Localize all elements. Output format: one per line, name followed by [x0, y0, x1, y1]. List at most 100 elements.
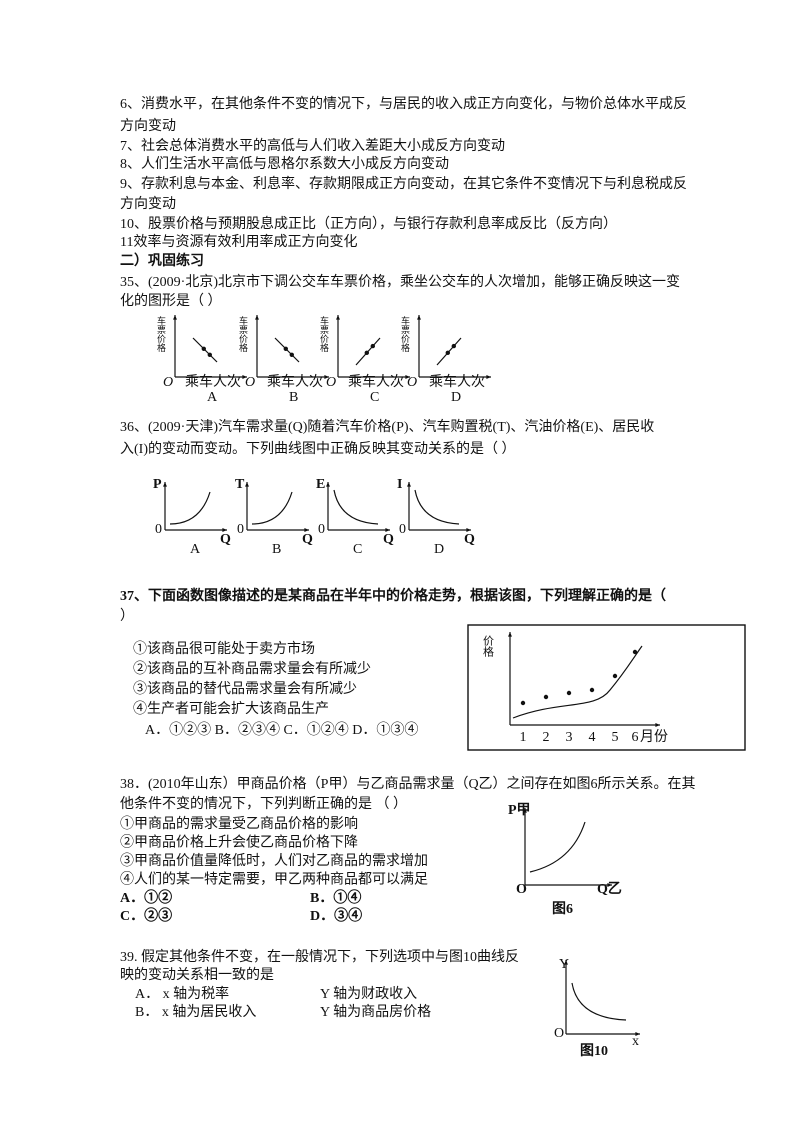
point — [364, 350, 369, 356]
rule-line: 10、股票价格与预期股息成正比（正方向），与银行存款利息率成反比（反方向） — [120, 215, 617, 232]
option: ②该商品的互补商品需求量会有所减少 — [133, 661, 371, 677]
axis-arrow — [486, 375, 491, 379]
axis-origin: 0 — [155, 522, 162, 537]
point — [283, 346, 288, 351]
point — [520, 700, 526, 706]
figure-caption: B — [272, 542, 281, 557]
rule-line: 方向变动 — [120, 196, 176, 212]
point — [207, 352, 212, 357]
axis-label: x — [632, 1034, 639, 1049]
axis-arrow — [242, 375, 247, 379]
axis-label: 乘车人次 — [429, 373, 485, 390]
axis-arrow — [564, 960, 568, 965]
axis-label: 乘车人次 — [267, 373, 323, 390]
axis-label: 价格 — [481, 635, 494, 658]
axis-label: Q — [220, 532, 231, 547]
axis-label: Q — [464, 532, 475, 547]
axis-label: Q — [383, 532, 394, 547]
option: Y 轴为商品房价格 — [320, 1004, 431, 1020]
rule-line: 9、存款利息与本金、利息率、存款期限成正方向变动，在其它条件不变情况下与利息税成… — [120, 175, 687, 192]
rule-line: 11效率与资源有效利用率成正方向变化 — [120, 233, 357, 250]
question-stem: 化的图形是（ ） — [120, 293, 222, 309]
x-tick-label: 2 — [543, 730, 550, 745]
axis-origin: O — [516, 882, 527, 897]
axis-label: 车票价格 — [400, 315, 410, 353]
axis-label: 乘车人次 — [348, 373, 404, 390]
axis-origin: 0 — [399, 522, 406, 537]
figure-caption: 图10 — [580, 1043, 608, 1059]
question-stem: 39. 假定其他条件不变，在一般情况下，下列选项中与图10曲线反 — [120, 948, 519, 965]
figure-caption: A — [190, 542, 201, 557]
axis-label: 车票价格 — [238, 315, 248, 353]
axis-origin: 0 — [237, 522, 244, 537]
axis-arrow — [336, 315, 340, 320]
answer-choice: B．①④ — [310, 889, 361, 906]
point — [445, 350, 450, 356]
point — [289, 352, 294, 357]
option: Y 轴为财政收入 — [320, 986, 417, 1002]
axis-arrow — [163, 482, 167, 487]
axis-arrow — [245, 482, 249, 487]
figure-caption: C — [353, 542, 362, 557]
figure-caption: B — [289, 390, 298, 405]
option: ②甲商品价格上升会使乙商品价格下降 — [120, 834, 358, 851]
answer-choice: A．①② — [120, 889, 172, 906]
axis-label: Y — [559, 957, 569, 972]
answer-choice: D．③④ — [310, 907, 362, 924]
axis-arrow — [255, 315, 259, 320]
point — [543, 694, 549, 700]
axis-label: 月份 — [640, 729, 668, 745]
axis-origin: O — [554, 1026, 564, 1041]
question-stem: 映的变动关系相一致的是 — [120, 967, 274, 983]
axis-arrow — [222, 528, 227, 532]
rule-line: 6、消费水平，在其他条件不变的情况下，与居民的收入成正方向变化，与物价总体水平成… — [120, 95, 687, 112]
point — [632, 649, 638, 655]
axis-origin: O — [326, 375, 336, 390]
rule-line: 8、人们生活水平高低与恩格尔系数大小成反方向变动 — [120, 155, 449, 172]
option: B． x 轴为居民收入 — [135, 1004, 256, 1020]
figure-caption: 图6 — [552, 901, 573, 917]
axis-arrow — [326, 482, 330, 487]
option: ③该商品的替代品需求量会有所减少 — [133, 681, 357, 697]
point — [370, 343, 375, 349]
axis-arrow — [635, 1032, 640, 1036]
x-tick-label: 1 — [520, 730, 527, 745]
point — [451, 343, 456, 349]
question-stem: ） — [120, 608, 134, 624]
axis-label: 车票价格 — [319, 315, 329, 353]
section-title: 二）巩固练习 — [120, 252, 204, 269]
axis-label: 车票价格 — [156, 315, 166, 353]
axis-arrow — [173, 315, 177, 320]
axis-origin: O — [407, 375, 417, 390]
curve — [571, 982, 627, 1021]
point — [566, 690, 572, 696]
axis-label: E — [316, 477, 325, 492]
question-stem: 入(I)的变动而变动。下列曲线图中正确反映其变动关系的是（ ） — [120, 441, 516, 457]
x-tick-label: 6 — [632, 730, 639, 745]
axis-label: I — [397, 477, 402, 492]
axis-arrow — [466, 528, 471, 532]
rule-line: 7、社会总体消费水平的高低与人们收入差距大小成反方向变动 — [120, 137, 505, 154]
axis-label: Q乙 — [597, 881, 622, 897]
point — [612, 673, 618, 679]
axis-origin: 0 — [318, 522, 325, 537]
axis-label: Q — [302, 532, 313, 547]
option: ①甲商品的需求量受乙商品价格的影响 — [120, 816, 358, 832]
axis-arrow — [508, 632, 512, 637]
x-tick-label: 3 — [566, 730, 573, 745]
axis-arrow — [407, 482, 411, 487]
figure-caption: A — [207, 390, 218, 405]
curve — [333, 489, 379, 525]
figure-caption: D — [434, 542, 444, 557]
option: A． x 轴为税率 — [135, 985, 229, 1002]
point — [589, 687, 595, 693]
question-stem: 他条件不变的情况下，下列判断正确的是 （ ） — [120, 795, 407, 812]
question-stem: 36、(2009·天津)汽车需求量(Q)随着汽车价格(P)、汽车购置税(T)、汽… — [120, 418, 654, 435]
x-tick-label: 5 — [612, 730, 619, 745]
option: ④生产者可能会扩大该商品生产 — [133, 701, 329, 717]
rule-line: 方向变动 — [120, 118, 176, 134]
axis-origin: O — [245, 375, 255, 390]
axis-arrow — [324, 375, 329, 379]
axis-arrow — [655, 723, 660, 727]
axis-arrow — [607, 883, 612, 887]
